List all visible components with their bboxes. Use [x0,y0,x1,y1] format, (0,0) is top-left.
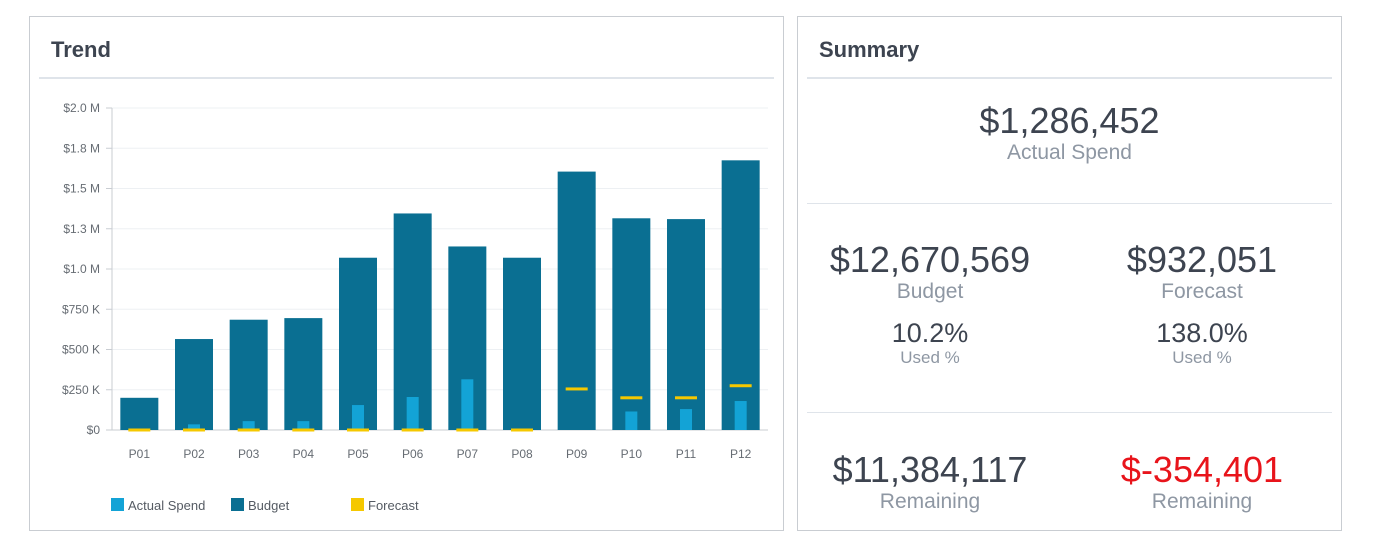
x-tick-label: P11 [676,447,697,461]
budget-used-label: Used % [900,348,960,367]
forecast-marker [511,428,533,432]
actual-spend-block: $1,286,452 Actual Spend [798,101,1341,165]
actual-spend-bar [188,424,200,430]
y-tick-label: $250 K [62,383,100,397]
trend-title-divider [39,77,774,79]
budget-bar [667,219,705,430]
budget-value: $12,670,569 [829,239,1031,280]
actual-spend-label: Actual Spend [1007,141,1132,164]
legend-label: Budget [248,498,290,513]
actual-spend-bar [352,405,364,430]
budget-bar [120,397,159,430]
summary-divider-1 [807,203,1332,204]
forecast-marker [620,396,643,400]
actual-spend-bar [297,421,310,430]
y-tick-label: $2.0 M [63,101,100,115]
forecast-marker [401,428,424,432]
remaining-budget-value: $11,384,117 [832,449,1028,490]
legend-label: Forecast [368,498,419,513]
budget-bar [175,339,213,430]
remaining-forecast-value: $-354,401 [1120,449,1284,490]
y-tick-label: $500 K [62,343,100,357]
legend-swatch [111,498,124,511]
forecast-marker [565,387,588,391]
forecast-used-label: Used % [1172,348,1232,367]
legend-label: Actual Spend [128,498,205,513]
summary-title-divider [807,77,1332,79]
legend-swatch [231,498,244,511]
x-tick-label: P04 [293,447,315,461]
actual-spend-bar [461,379,474,430]
forecast-used-value: 138.0% [1156,318,1248,348]
budget-bar [557,171,596,430]
trend-title: Trend [51,37,111,62]
actual-spend-bar [406,396,419,430]
x-tick-label: P02 [183,447,205,461]
actual-spend-bar [680,409,692,430]
summary-divider-2 [807,412,1332,413]
forecast-marker [456,428,479,432]
summary-panel: Summary $1,286,452 Actual Spend $12,670,… [797,16,1342,531]
x-tick-label: P05 [347,447,369,461]
budget-block: $12,670,569 Budget 10.2% Used % [794,240,1066,368]
budget-bar [503,257,541,430]
y-tick-label: $1.8 M [63,141,100,155]
y-tick-label: $1.3 M [63,222,100,236]
x-tick-label: P01 [129,447,151,461]
budget-label: Budget [896,280,964,303]
remaining-forecast-block: $-354,401 Remaining [1066,450,1338,514]
trend-panel: Trend $0 $250 K $500 K $750 K $1.0 M $1.3 M $1… [29,16,784,531]
forecast-marker [675,396,697,400]
actual-spend-bar [625,411,638,430]
budget-bar [612,218,651,430]
x-tick-label: P12 [730,447,752,461]
y-tick-label: $0 [87,423,101,437]
x-tick-label: P08 [511,447,533,461]
actual-spend-value: $1,286,452 [979,100,1160,141]
x-tick-label: P06 [402,447,424,461]
forecast-block: $932,051 Forecast 138.0% Used % [1066,240,1338,368]
x-tick-label: P09 [566,447,588,461]
x-tick-label: P07 [457,447,479,461]
budget-bar [229,319,268,430]
forecast-value: $932,051 [1126,239,1278,280]
legend-swatch [351,498,364,511]
budget-used-value: 10.2% [891,318,969,348]
forecast-marker [729,384,752,388]
actual-spend-bar [734,401,747,430]
budget-bar [393,213,432,430]
forecast-marker [292,428,315,432]
forecast-marker [183,428,205,432]
forecast-label: Forecast [1161,280,1243,303]
budget-bar [721,160,760,430]
remaining-budget-block: $11,384,117 Remaining [794,450,1066,514]
actual-spend-bar [242,421,255,430]
y-tick-label: $1.0 M [63,262,100,276]
y-tick-label: $750 K [62,302,100,316]
forecast-marker [237,428,260,432]
budget-bar [284,318,323,430]
trend-chart: $0 $250 K $500 K $750 K $1.0 M $1.3 M $1.5 M $1… [62,101,768,513]
y-tick-label: $1.5 M [63,182,100,196]
remaining-budget-label: Remaining [879,490,981,513]
forecast-marker [128,428,151,432]
x-tick-label: P03 [238,447,260,461]
forecast-marker [347,428,369,432]
budget-bar [339,257,377,430]
x-tick-label: P10 [621,447,643,461]
summary-title: Summary [819,37,920,62]
remaining-forecast-label: Remaining [1151,490,1253,513]
